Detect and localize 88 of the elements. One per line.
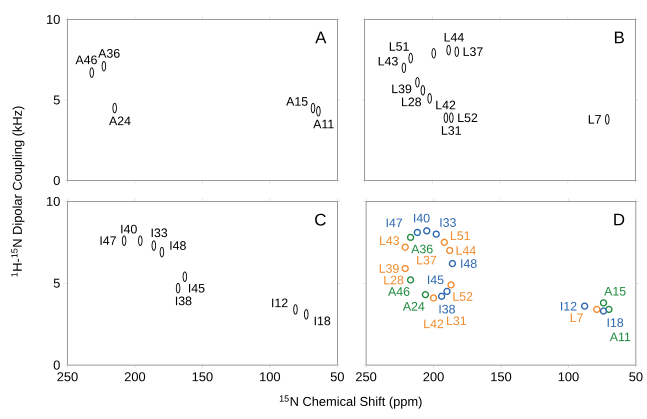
annotation: I45 — [188, 284, 204, 293]
annotation: A11 — [313, 120, 334, 128]
annotation: A46 — [388, 287, 410, 296]
point — [402, 264, 409, 272]
annotation: A15 — [286, 97, 308, 106]
point — [406, 276, 414, 284]
point — [605, 306, 613, 314]
y-tick-label: 0 — [54, 360, 60, 370]
text: A — [315, 32, 326, 44]
point — [432, 230, 440, 238]
point — [443, 288, 451, 296]
y-axis-title: $^{1}$H-$^{15}$N Dipolar Coupling (kHz) — [11, 106, 24, 277]
x-tick-label: 50 — [629, 372, 643, 382]
annotation: I40 — [121, 224, 137, 234]
point — [600, 299, 608, 307]
x-tick-label: 50 — [330, 372, 344, 382]
x-tick-label: 150 — [491, 372, 512, 382]
annotation: L31 — [442, 126, 461, 136]
annotation: L44 — [456, 246, 476, 255]
annotation: I45 — [428, 276, 444, 284]
annotation: L42 — [436, 100, 456, 110]
annotation: I47 — [386, 218, 402, 228]
annotation: I18 — [608, 318, 624, 328]
annotation: A24 — [402, 302, 424, 311]
annotation: L7 — [588, 115, 601, 124]
y-tick-label: 10 — [47, 15, 60, 24]
annotation: L37 — [464, 47, 483, 56]
annotation: A15 — [604, 287, 626, 296]
point — [438, 292, 446, 300]
point — [430, 294, 438, 302]
point — [447, 281, 455, 289]
point — [446, 246, 454, 254]
point — [600, 308, 608, 315]
point — [402, 244, 409, 252]
annotation: L28 — [384, 276, 404, 285]
x-tick-label: 100 — [260, 372, 280, 382]
text: C — [315, 214, 326, 226]
annotation: I33 — [440, 218, 456, 228]
annotation: A36 — [98, 49, 120, 58]
annotation: I47 — [100, 236, 116, 246]
annotation: I48 — [461, 259, 477, 268]
annotation: L28 — [402, 98, 422, 106]
point — [580, 302, 588, 310]
point — [422, 291, 430, 299]
text: D — [614, 214, 624, 226]
point — [448, 260, 456, 268]
annotation: L43 — [380, 236, 400, 246]
annotation: L51 — [390, 42, 409, 51]
annotation: L7 — [570, 314, 583, 322]
annotation: I48 — [170, 241, 186, 250]
annotation: I12 — [561, 302, 576, 311]
x-tick-label: 250 — [356, 372, 376, 382]
x-tick-label: 100 — [558, 372, 579, 382]
point — [440, 238, 448, 246]
point — [593, 306, 600, 314]
annotation: L52 — [458, 114, 478, 122]
annotation: L37 — [417, 256, 436, 265]
y-tick-label: 0 — [54, 176, 60, 186]
x-tick-label: 200 — [124, 372, 146, 382]
annotation: L31 — [447, 316, 466, 326]
annotation: I12 — [272, 298, 288, 308]
annotation: A36 — [411, 244, 433, 254]
x-tick-label: 150 — [192, 372, 213, 382]
annotation: I40 — [414, 214, 430, 223]
y-tick-label: 5 — [54, 96, 60, 105]
annotation: L39 — [380, 264, 399, 274]
text: B — [614, 32, 624, 44]
annotation: I33 — [152, 228, 168, 238]
annotation: L52 — [453, 292, 472, 301]
annotation: L43 — [378, 56, 398, 66]
annotation: A24 — [109, 116, 131, 126]
x-axis-title: $^{15}$N Chemical Shift (ppm) — [280, 396, 422, 409]
annotation: I38 — [176, 296, 192, 306]
annotation: A46 — [75, 56, 97, 64]
point — [406, 234, 414, 242]
annotation: L42 — [424, 320, 444, 328]
x-tick-label: 200 — [423, 372, 444, 382]
annotation: I18 — [314, 316, 330, 326]
point — [423, 227, 430, 235]
annotation: I38 — [439, 304, 455, 314]
y-tick-label: 10 — [47, 197, 60, 206]
y-tick-label: 5 — [54, 278, 60, 288]
annotation: L39 — [392, 84, 412, 94]
x-tick-label: 250 — [57, 372, 78, 382]
annotation: L51 — [450, 232, 470, 240]
point — [414, 228, 422, 236]
annotation: A11 — [610, 332, 630, 342]
annotation: L44 — [444, 33, 464, 42]
